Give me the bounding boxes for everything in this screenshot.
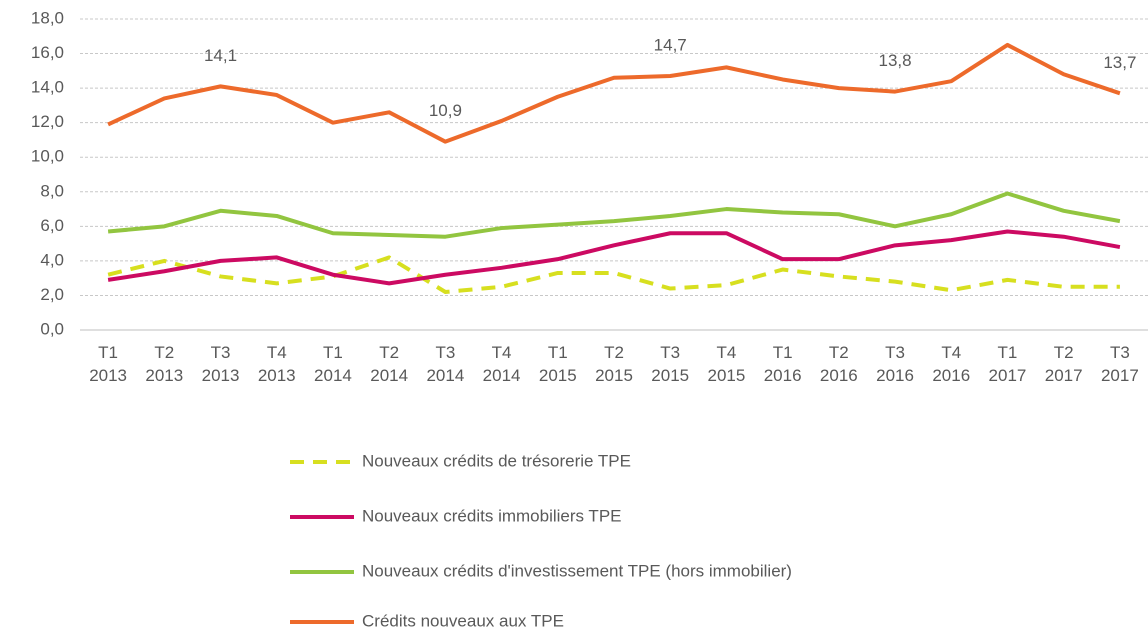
x-tick-label: T2 2014 bbox=[370, 343, 408, 385]
x-tick-label: T1 2015 bbox=[539, 343, 577, 385]
data-label: 13,8 bbox=[879, 51, 912, 70]
x-tick-label: T2 2013 bbox=[145, 343, 183, 385]
x-tick-label: T4 2016 bbox=[932, 343, 970, 385]
x-tick-label: T4 2014 bbox=[483, 343, 521, 385]
y-tick-label: 18,0 bbox=[31, 8, 64, 27]
x-tick-label: T4 2013 bbox=[258, 343, 296, 385]
y-tick-label: 6,0 bbox=[40, 216, 64, 235]
x-tick-label: T3 2015 bbox=[651, 343, 689, 385]
x-tick-label: T3 2013 bbox=[202, 343, 240, 385]
x-tick-label: T2 2015 bbox=[595, 343, 633, 385]
series-line bbox=[107, 191, 1121, 239]
series-line bbox=[107, 42, 1121, 144]
x-tick-label: T3 2017 bbox=[1101, 343, 1139, 385]
y-tick-label: 12,0 bbox=[31, 112, 64, 131]
data-label: 14,7 bbox=[654, 36, 687, 55]
series-line bbox=[107, 255, 1120, 294]
data-label: 13,7 bbox=[1103, 53, 1136, 72]
x-tick-label: T4 2015 bbox=[708, 343, 746, 385]
y-tick-label: 10,0 bbox=[31, 147, 64, 166]
legend-label: Nouveaux crédits d'investissement TPE (h… bbox=[362, 561, 792, 580]
y-tick-label: 4,0 bbox=[40, 250, 64, 269]
data-label: 10,9 bbox=[429, 101, 462, 120]
x-tick-label: T1 2017 bbox=[989, 343, 1027, 385]
legend-label: Nouveaux crédits immobiliers TPE bbox=[362, 506, 622, 525]
x-tick-label: T1 2013 bbox=[89, 343, 127, 385]
x-tick-label: T2 2017 bbox=[1045, 343, 1083, 385]
x-tick-label: T2 2016 bbox=[820, 343, 858, 385]
data-label: 14,1 bbox=[204, 46, 237, 65]
legend-label: Crédits nouveaux aux TPE bbox=[362, 611, 564, 630]
legend-label: Nouveaux crédits de trésorerie TPE bbox=[362, 451, 631, 470]
x-tick-label: T1 2016 bbox=[764, 343, 802, 385]
x-tick-label: T3 2016 bbox=[876, 343, 914, 385]
y-tick-label: 16,0 bbox=[31, 43, 64, 62]
y-tick-label: 2,0 bbox=[40, 285, 64, 304]
y-tick-label: 14,0 bbox=[31, 78, 64, 97]
y-tick-label: 0,0 bbox=[40, 319, 64, 338]
x-tick-label: T1 2014 bbox=[314, 343, 352, 385]
x-tick-label: T3 2014 bbox=[426, 343, 464, 385]
y-tick-label: 8,0 bbox=[40, 181, 64, 200]
series-line bbox=[107, 229, 1121, 286]
